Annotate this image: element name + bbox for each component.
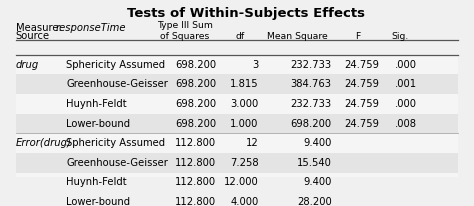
Text: 112.800: 112.800: [175, 177, 216, 187]
Text: 15.540: 15.540: [297, 158, 332, 168]
Text: 698.200: 698.200: [291, 118, 332, 129]
Text: Huynh-Feldt: Huynh-Feldt: [66, 177, 127, 187]
Text: 24.759: 24.759: [344, 60, 379, 70]
Text: 12.000: 12.000: [224, 177, 259, 187]
Text: drug: drug: [16, 60, 39, 70]
Text: .000: .000: [394, 60, 417, 70]
Text: Source: Source: [16, 31, 50, 41]
Bar: [16, 55, 458, 74]
Text: df: df: [235, 32, 245, 41]
Text: 698.200: 698.200: [175, 79, 216, 89]
Text: Error(drug): Error(drug): [16, 138, 72, 148]
Text: 1.815: 1.815: [230, 79, 259, 89]
Text: 698.200: 698.200: [175, 99, 216, 109]
Text: Lower-bound: Lower-bound: [66, 118, 130, 129]
Text: .008: .008: [394, 118, 417, 129]
Text: 3: 3: [253, 60, 259, 70]
Text: 24.759: 24.759: [344, 79, 379, 89]
Text: Type III Sum
of Squares: Type III Sum of Squares: [156, 21, 212, 41]
Text: Greenhouse-Geisser: Greenhouse-Geisser: [66, 158, 168, 168]
Text: 232.733: 232.733: [291, 99, 332, 109]
Text: 384.763: 384.763: [291, 79, 332, 89]
Text: 12: 12: [246, 138, 259, 148]
Text: .001: .001: [394, 79, 417, 89]
Text: responseTime: responseTime: [55, 23, 126, 33]
Bar: [16, 114, 458, 133]
Text: Sphericity Assumed: Sphericity Assumed: [66, 138, 165, 148]
Text: 1.000: 1.000: [230, 118, 259, 129]
Text: 4.000: 4.000: [230, 197, 259, 206]
Text: 3.000: 3.000: [230, 99, 259, 109]
Bar: [16, 94, 458, 114]
Bar: [16, 173, 458, 192]
Text: 24.759: 24.759: [344, 118, 379, 129]
Text: 112.800: 112.800: [175, 158, 216, 168]
Text: F: F: [355, 32, 360, 41]
Bar: [16, 133, 458, 153]
Text: 698.200: 698.200: [175, 118, 216, 129]
Text: 9.400: 9.400: [303, 138, 332, 148]
Text: Greenhouse-Geisser: Greenhouse-Geisser: [66, 79, 168, 89]
Text: 7.258: 7.258: [230, 158, 259, 168]
Text: Sig.: Sig.: [392, 32, 409, 41]
Text: 232.733: 232.733: [291, 60, 332, 70]
Text: Huynh-Feldt: Huynh-Feldt: [66, 99, 127, 109]
Text: 9.400: 9.400: [303, 177, 332, 187]
Text: 698.200: 698.200: [175, 60, 216, 70]
Text: 24.759: 24.759: [344, 99, 379, 109]
Bar: [16, 153, 458, 173]
Text: Sphericity Assumed: Sphericity Assumed: [66, 60, 165, 70]
Bar: [16, 74, 458, 94]
Text: Mean Square: Mean Square: [267, 32, 328, 41]
Text: 112.800: 112.800: [175, 138, 216, 148]
Bar: [16, 192, 458, 206]
Text: Tests of Within-Subjects Effects: Tests of Within-Subjects Effects: [128, 7, 365, 20]
Text: Measure:: Measure:: [16, 23, 61, 33]
Text: .000: .000: [394, 99, 417, 109]
Text: Lower-bound: Lower-bound: [66, 197, 130, 206]
Text: 112.800: 112.800: [175, 197, 216, 206]
Text: 28.200: 28.200: [297, 197, 332, 206]
